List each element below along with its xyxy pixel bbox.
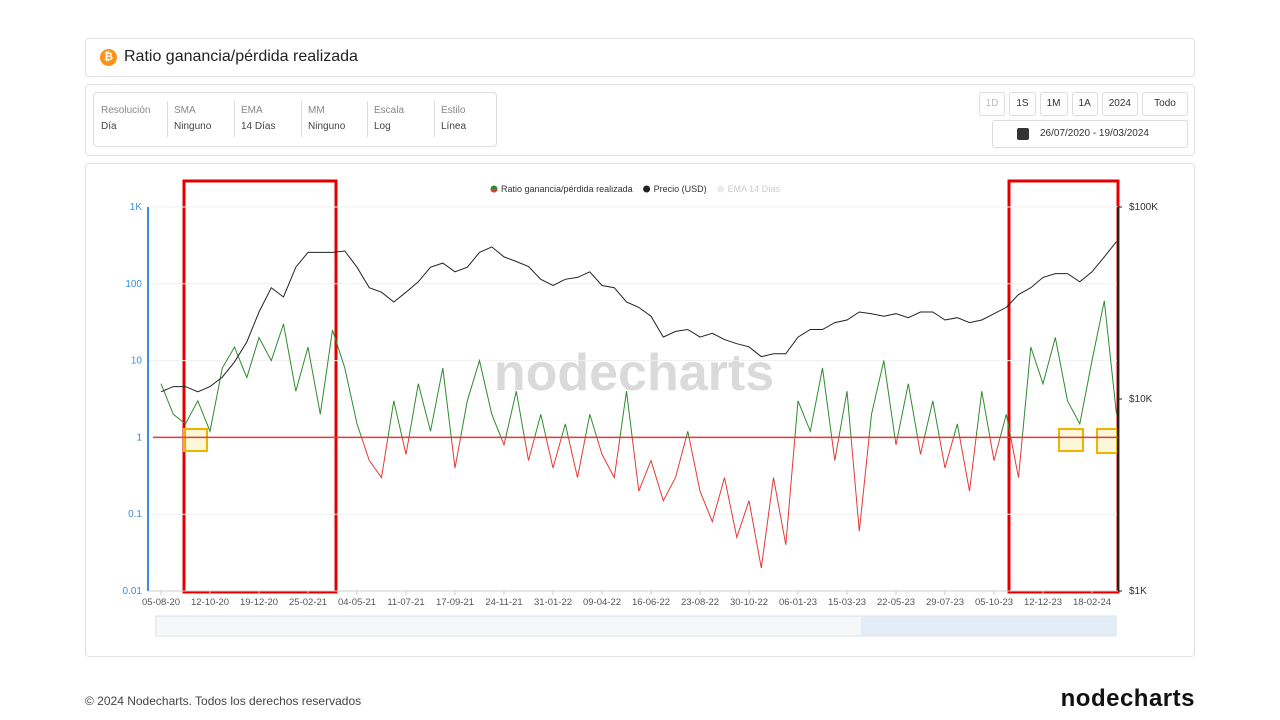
legend-marker[interactable]: [717, 185, 725, 193]
setting-label: MM: [308, 105, 325, 116]
navigator-window[interactable]: [861, 616, 1116, 636]
range-button[interactable]: 1S: [1009, 92, 1036, 116]
setting-value: 14 Días: [241, 121, 276, 132]
setting-label: EMA: [241, 105, 263, 116]
setting[interactable]: Estilo Línea: [434, 101, 466, 137]
x-tick-label: 22-05-23: [877, 597, 915, 608]
range-button: 1D: [978, 92, 1006, 116]
watermark: nodecharts: [494, 344, 774, 402]
range-button[interactable]: 1A: [1071, 92, 1098, 116]
controls-card: Resolución Día SMA Ninguno EMA 14 Días MM Ningu…: [85, 84, 1195, 156]
x-tick-label: 18-02-24: [1073, 597, 1111, 608]
chart: nodecharts 1K 100 10 1 0.1 0.01 $100K $10K $1K 05…: [123, 179, 1158, 637]
y2-tick-label: $1K: [1129, 586, 1147, 597]
chart-card: nodecharts 1K 100 10 1 0.1 0.01 $100K $10K $1K 05…: [85, 163, 1195, 657]
price-line: [160, 241, 1117, 393]
setting-value: Día: [101, 121, 117, 132]
y-tick-label: 0.1: [128, 509, 142, 520]
highlight-box: [183, 428, 208, 452]
highlight-box: [1058, 428, 1084, 452]
y-tick-label: 10: [131, 356, 143, 367]
x-tick-label: 30-10-22: [730, 597, 768, 608]
ratio-line-above: [160, 300, 1117, 438]
x-tick-label: 29-07-23: [926, 597, 964, 608]
setting[interactable]: MM Ninguno: [301, 101, 345, 137]
range-button[interactable]: Todo: [1142, 92, 1188, 116]
date-range-picker[interactable]: 26/07/2020 - 19/03/2024: [992, 120, 1188, 148]
x-tick-label: 19-12-20: [240, 597, 278, 608]
y-tick-label: 100: [125, 279, 142, 290]
page-title: Ratio ganancia/pérdida realizada: [124, 48, 358, 65]
x-tick-label: 25-02-21: [289, 597, 327, 608]
x-tick-label: 05-10-23: [975, 597, 1013, 608]
setting[interactable]: SMA Ninguno: [167, 101, 211, 137]
y-tick-label: 1: [136, 432, 142, 443]
x-tick-label: 04-05-21: [338, 597, 376, 608]
x-tick-label: 09-04-22: [583, 597, 621, 608]
y-tick-label: 1K: [130, 202, 143, 213]
setting-value: Log: [374, 121, 391, 132]
setting[interactable]: Escala Log: [367, 101, 404, 137]
bitcoin-icon: ₿: [100, 49, 117, 66]
x-tick-label: 24-11-21: [485, 597, 522, 608]
x-tick-label: 05-08-20: [142, 597, 180, 608]
x-tick-label: 12-12-23: [1024, 597, 1062, 608]
title-card: ₿ Ratio ganancia/pérdida realizada: [85, 38, 1195, 77]
date-range: 26/07/2020 - 19/03/2024: [1040, 128, 1149, 139]
legend-label[interactable]: Precio (USD): [654, 184, 707, 194]
setting-label: SMA: [174, 105, 196, 116]
y2-tick-label: $10K: [1129, 394, 1153, 405]
y-tick-label: 0.01: [123, 586, 143, 597]
x-tick-label: 15-03-23: [828, 597, 866, 608]
setting-label: Estilo: [441, 105, 466, 116]
footer-copyright: © 2024 Nodecharts. Todos los derechos re…: [85, 694, 362, 708]
range-button[interactable]: 1M: [1039, 92, 1068, 116]
annotation-box: [182, 179, 338, 594]
settings-panel: Resolución Día SMA Ninguno EMA 14 Días MM Ningu…: [93, 92, 497, 147]
x-tick-label: 31-01-22: [534, 597, 572, 608]
x-tick-label: 12-10-20: [191, 597, 229, 608]
highlight-box: [1096, 428, 1118, 454]
x-tick-label: 11-07-21: [387, 597, 424, 608]
legend-label[interactable]: Ratio ganancia/pérdida realizada: [501, 184, 633, 194]
setting-value: Línea: [441, 121, 467, 132]
legend-marker[interactable]: [643, 185, 651, 193]
footer-logo: nodecharts: [1060, 685, 1195, 712]
setting-label: Resolución: [101, 105, 151, 116]
range-button[interactable]: 2024: [1101, 92, 1138, 116]
calendar-icon: [1017, 128, 1029, 140]
setting[interactable]: EMA 14 Días: [234, 101, 275, 137]
setting-value: Ninguno: [308, 121, 346, 132]
x-tick-label: 23-08-22: [681, 597, 719, 608]
legend-marker-half[interactable]: [490, 189, 498, 193]
ratio-line-below: [361, 437, 1023, 568]
y2-tick-label: $100K: [1129, 202, 1158, 213]
x-tick-label: 16-06-22: [632, 597, 670, 608]
x-tick-label: 17-09-21: [436, 597, 474, 608]
setting[interactable]: Resolución Día: [101, 105, 150, 132]
x-tick-label: 06-01-23: [779, 597, 817, 608]
setting-label: Escala: [374, 105, 405, 116]
setting-value: Ninguno: [174, 121, 212, 132]
annotation-box: [1007, 179, 1120, 594]
legend-label[interactable]: EMA 14 Días: [728, 184, 781, 194]
range-buttons: 1D 1S 1M 1A 2024 Todo: [978, 92, 1188, 116]
